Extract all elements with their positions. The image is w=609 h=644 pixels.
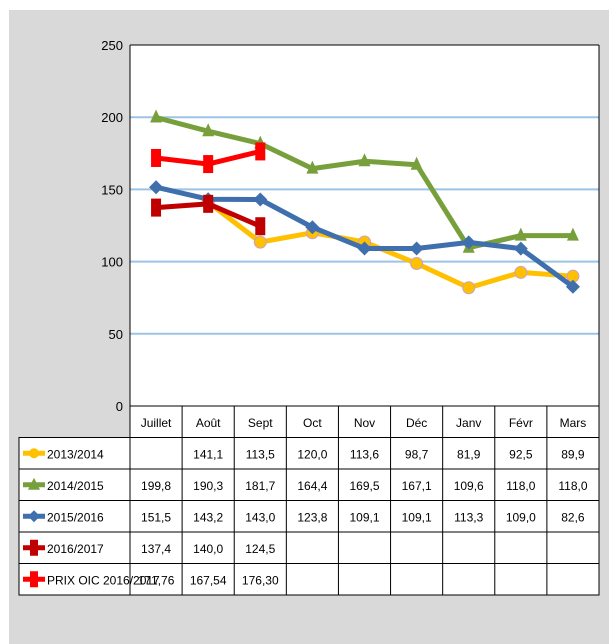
- point-2014-2015-ao-t: [202, 123, 215, 137]
- gridlines: [130, 116, 599, 335]
- legend-label-2014-2015: 2014/2015: [47, 479, 104, 493]
- data-label-2015-2016-juillet: 151,5: [141, 510, 171, 524]
- data-label-2013-2014-ao-t: 141,1: [193, 447, 223, 461]
- y-tick-label-0: 0: [116, 399, 123, 414]
- data-label-2014-2015-mars: 118,0: [558, 479, 587, 493]
- point-2015-2016-juillet: [149, 180, 164, 195]
- legend-key-marker-2014-2015: [28, 477, 40, 490]
- table-header-row: [129, 405, 600, 438]
- point-2015-2016-mars: [565, 279, 580, 294]
- chart-frame: 0 50 100 150 200 250 Juillet Août Sept Oct Nov Déc…: [9, 10, 609, 644]
- data-label-2014-2015-juillet: 199,8: [141, 479, 171, 493]
- y-tick-label-200: 200: [101, 110, 123, 125]
- data-label-2013-2014-nov: 113,6: [350, 447, 379, 461]
- legend-label-2013-2014: 2013/2014: [47, 447, 104, 461]
- x-tick-label-f-vr: Févr: [509, 416, 533, 430]
- point-2013-2014-janv: [462, 281, 476, 295]
- table-body: [18, 437, 600, 596]
- point-2015-2016-oct: [305, 220, 320, 235]
- data-label-2015-2016-d-c: 109,1: [402, 510, 432, 524]
- series-lines: [149, 109, 580, 295]
- data-label-2014-2015-ao-t: 190,3: [193, 479, 223, 493]
- legend-label-2016-2017: 2016/2017: [47, 542, 104, 556]
- point-2016-2017-sept: [255, 217, 266, 236]
- data-label-2016-2017-sept: 124,5: [245, 542, 275, 556]
- data-label-prix-oic-2016-2017-sept: 176,30: [242, 573, 279, 587]
- x-tick-label-janv: Janv: [456, 416, 481, 430]
- axes: 0 50 100 150 200 250: [101, 38, 600, 414]
- data-label-2015-2016-f-vr: 109,0: [506, 510, 536, 524]
- data-label-2013-2014-mars: 89,9: [561, 447, 585, 461]
- point-prix-oic-2016-2017-sept: [255, 142, 266, 161]
- point-2015-2016-nov: [357, 241, 372, 256]
- point-2014-2015-mars: [566, 227, 579, 241]
- data-label-2013-2014-oct: 120,0: [297, 447, 327, 461]
- data-label-2016-2017-ao-t: 140,0: [193, 542, 223, 556]
- data-label-2013-2014-f-vr: 92,5: [509, 447, 533, 461]
- point-prix-oic-2016-2017-juillet: [151, 148, 162, 167]
- data-label-2013-2014-janv: 81,9: [457, 447, 481, 461]
- data-label-2013-2014-d-c: 98,7: [405, 447, 429, 461]
- point-2016-2017-ao-t: [203, 194, 214, 213]
- data-label-2014-2015-d-c: 167,1: [402, 479, 432, 493]
- point-2014-2015-oct: [306, 160, 319, 174]
- data-label-2015-2016-sept: 143,0: [245, 510, 275, 524]
- x-tick-label-mars: Mars: [560, 416, 587, 430]
- legend-key-marker-2013-2014: [29, 448, 39, 459]
- data-label-2016-2017-juillet: 137,4: [141, 542, 171, 556]
- data-label-2015-2016-nov: 109,1: [349, 510, 379, 524]
- point-prix-oic-2016-2017-ao-t: [203, 155, 214, 174]
- point-2013-2014-sept: [253, 235, 267, 249]
- data-label-prix-oic-2016-2017-ao-t: 167,54: [190, 573, 227, 587]
- point-2016-2017-juillet: [151, 198, 162, 217]
- legend-label-2015-2016: 2015/2016: [47, 510, 104, 524]
- legend-key-marker-2015-2016: [28, 510, 40, 523]
- data-label-prix-oic-2016-2017-juillet: 171,76: [138, 573, 175, 587]
- x-tick-label-d-c: Déc: [406, 416, 427, 430]
- point-2015-2016-sept: [253, 192, 268, 207]
- point-2015-2016-janv: [461, 235, 476, 250]
- plot-area: [130, 45, 599, 406]
- data-label-2014-2015-f-vr: 118,0: [506, 479, 535, 493]
- y-tick-label-250: 250: [101, 38, 123, 53]
- y-tick-label-50: 50: [109, 327, 123, 342]
- point-2014-2015-juillet: [150, 109, 163, 123]
- data-label-2015-2016-ao-t: 143,2: [193, 510, 223, 524]
- data-label-2014-2015-nov: 169,5: [349, 479, 379, 493]
- legend-label-prix-oic-2016-2017: PRIX OIC 2016/2017: [47, 573, 160, 587]
- x-tick-label-sept: Sept: [248, 416, 273, 430]
- data-label-2013-2014-sept: 113,5: [246, 447, 275, 461]
- point-2015-2016-d-c: [409, 241, 424, 256]
- x-tick-label-nov: Nov: [354, 416, 375, 430]
- x-tick-label-ao-t: Août: [196, 416, 221, 430]
- point-2013-2014-d-c: [410, 256, 424, 270]
- data-label-2014-2015-sept: 181,7: [245, 479, 275, 493]
- legend-key-marker-prix-oic-2016-2017: [30, 571, 38, 588]
- legend-key-marker-2016-2017: [30, 539, 38, 556]
- series-line-2013-2014: [205, 199, 576, 291]
- data-label-2015-2016-mars: 82,6: [561, 510, 585, 524]
- x-tick-label-oct: Oct: [303, 416, 322, 430]
- data-label-2015-2016-oct: 123,8: [297, 510, 327, 524]
- point-2014-2015-d-c: [410, 156, 423, 170]
- line-chart: 0 50 100 150 200 250 Juillet Août Sept Oct Nov Déc…: [18, 38, 600, 596]
- point-2015-2016-f-vr: [513, 241, 528, 256]
- y-tick-label-150: 150: [101, 182, 123, 197]
- data-label-2015-2016-janv: 113,3: [454, 510, 483, 524]
- x-tick-label-juillet: Juillet: [141, 416, 172, 430]
- data-label-2014-2015-oct: 164,4: [297, 479, 327, 493]
- data-table: Juillet Août Sept Oct Nov Déc Janv Févr Mars 2013…: [18, 405, 600, 596]
- data-label-2014-2015-janv: 109,6: [454, 479, 484, 493]
- y-tick-label-100: 100: [101, 255, 123, 270]
- point-2014-2015-f-vr: [514, 227, 527, 241]
- point-2013-2014-f-vr: [514, 265, 528, 279]
- point-2014-2015-nov: [358, 153, 371, 167]
